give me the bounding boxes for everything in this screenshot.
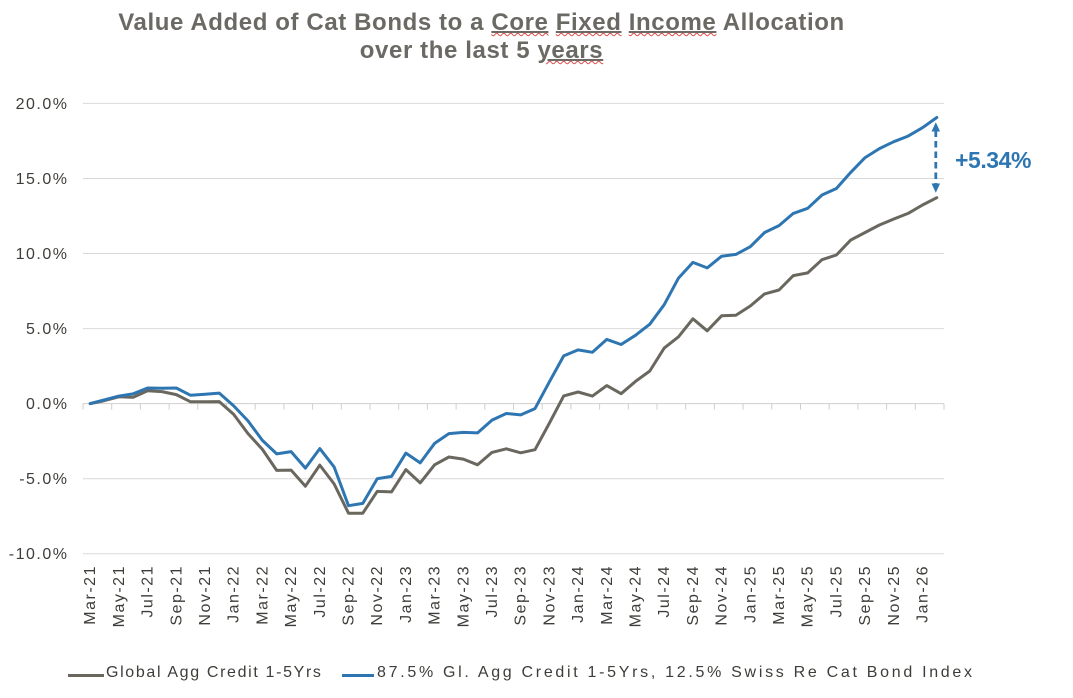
svg-text:10.0%: 10.0% bbox=[16, 246, 69, 263]
svg-text:Nov-25: Nov-25 bbox=[886, 565, 903, 626]
svg-text:-10.0%: -10.0% bbox=[9, 546, 69, 563]
svg-text:May-21: May-21 bbox=[111, 565, 128, 627]
svg-text:Sep-24: Sep-24 bbox=[685, 565, 702, 626]
svg-text:Nov-24: Nov-24 bbox=[714, 565, 731, 626]
svg-text:Mar-21: Mar-21 bbox=[82, 565, 99, 625]
svg-text:15.0%: 15.0% bbox=[16, 171, 69, 188]
svg-text:5.0%: 5.0% bbox=[26, 321, 68, 338]
svg-text:Sep-21: Sep-21 bbox=[168, 565, 185, 626]
svg-text:Jan-25: Jan-25 bbox=[742, 565, 759, 623]
svg-text:0.0%: 0.0% bbox=[26, 396, 68, 413]
svg-text:Nov-23: Nov-23 bbox=[541, 565, 558, 626]
svg-text:Jul-21: Jul-21 bbox=[140, 565, 157, 618]
svg-text:Jan-23: Jan-23 bbox=[398, 565, 415, 623]
svg-text:Sep-23: Sep-23 bbox=[513, 565, 530, 626]
svg-text:Jul-24: Jul-24 bbox=[656, 565, 673, 618]
svg-text:Jul-23: Jul-23 bbox=[484, 565, 501, 618]
svg-text:Sep-22: Sep-22 bbox=[341, 565, 358, 626]
svg-text:Mar-24: Mar-24 bbox=[599, 565, 616, 625]
svg-text:Jul-22: Jul-22 bbox=[312, 565, 329, 618]
svg-text:Nov-21: Nov-21 bbox=[197, 565, 214, 626]
svg-text:May-25: May-25 bbox=[800, 565, 817, 627]
svg-text:Jan-24: Jan-24 bbox=[570, 565, 587, 623]
svg-text:Jul-25: Jul-25 bbox=[828, 565, 845, 618]
svg-text:Mar-23: Mar-23 bbox=[427, 565, 444, 625]
svg-text:May-22: May-22 bbox=[283, 565, 300, 627]
svg-text:-5.0%: -5.0% bbox=[19, 471, 68, 488]
svg-text:May-24: May-24 bbox=[628, 565, 645, 627]
svg-text:Mar-22: Mar-22 bbox=[254, 565, 271, 625]
svg-text:Mar-25: Mar-25 bbox=[771, 565, 788, 625]
svg-text:20.0%: 20.0% bbox=[16, 96, 69, 113]
svg-text:Jan-22: Jan-22 bbox=[226, 565, 243, 623]
svg-text:Sep-25: Sep-25 bbox=[857, 565, 874, 626]
svg-text:Jan-26: Jan-26 bbox=[915, 565, 932, 623]
svg-text:Nov-22: Nov-22 bbox=[369, 565, 386, 626]
svg-text:May-23: May-23 bbox=[455, 565, 472, 627]
